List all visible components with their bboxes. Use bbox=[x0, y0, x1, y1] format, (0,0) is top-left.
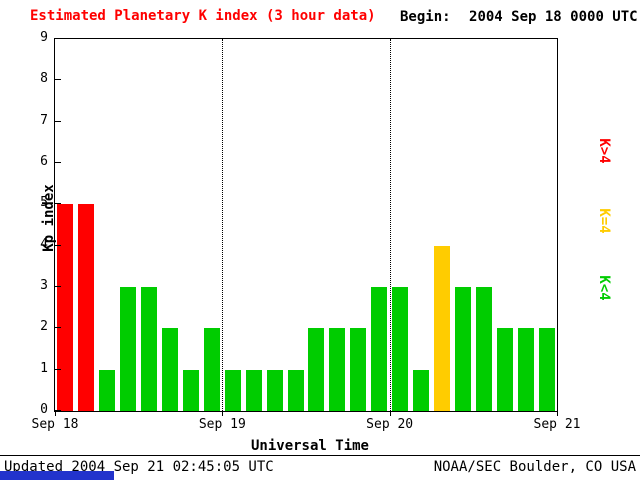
kp-bar bbox=[245, 369, 262, 411]
y-tick-mark bbox=[55, 203, 61, 205]
kp-bar bbox=[182, 369, 199, 411]
y-tick-label: 2 bbox=[40, 319, 48, 335]
kp-bar bbox=[475, 287, 492, 411]
legend-k-lt-4: K<4 bbox=[596, 275, 612, 301]
begin-line: Begin: 2004 Sep 18 0000 UTC bbox=[400, 9, 638, 25]
y-tick-mark bbox=[55, 410, 61, 411]
x-day-label: Sep 19 bbox=[198, 417, 246, 432]
y-tick-mark bbox=[55, 162, 61, 163]
kp-bar bbox=[78, 204, 95, 411]
x-day-label: Sep 20 bbox=[366, 417, 414, 432]
kp-bar bbox=[266, 369, 283, 411]
y-tick-label: 6 bbox=[40, 154, 48, 169]
y-tick-mark bbox=[55, 120, 61, 122]
y-tick-label: 8 bbox=[40, 71, 48, 87]
legend-k-gt-4: K>4 bbox=[596, 138, 612, 164]
blue-strip-artifact bbox=[0, 471, 114, 480]
kp-bar bbox=[517, 328, 534, 411]
x-tick-mark bbox=[389, 411, 391, 416]
y-tick-mark bbox=[55, 327, 61, 329]
kp-bar bbox=[141, 287, 158, 411]
x-tick-mark bbox=[222, 411, 224, 416]
kp-bar bbox=[99, 369, 116, 411]
kp-bar bbox=[371, 287, 388, 411]
x-day-label: Sep 21 bbox=[533, 417, 581, 432]
footer-divider bbox=[0, 455, 640, 456]
chart-title: Estimated Planetary K index (3 hour data… bbox=[30, 8, 376, 24]
kp-bar bbox=[538, 328, 555, 411]
kp-bar bbox=[454, 287, 471, 411]
plot-area bbox=[54, 38, 558, 412]
y-tick-label: 7 bbox=[40, 112, 48, 128]
y-tick-mark bbox=[55, 244, 61, 246]
y-tick-mark bbox=[55, 79, 61, 81]
kp-bar bbox=[308, 328, 325, 411]
credit-text: NOAA/SEC Boulder, CO USA bbox=[433, 459, 636, 475]
x-day-label: Sep 18 bbox=[31, 417, 79, 432]
kp-bar bbox=[57, 204, 74, 411]
kp-bar bbox=[203, 328, 220, 411]
day-boundary-gridline bbox=[389, 39, 391, 411]
y-tick-label: 0 bbox=[40, 402, 48, 417]
x-tick-mark bbox=[557, 411, 558, 416]
kp-bar bbox=[392, 287, 409, 411]
legend-k-eq-4: K=4 bbox=[596, 208, 612, 234]
x-axis-label: Universal Time bbox=[250, 438, 369, 454]
y-tick-label: 9 bbox=[40, 30, 48, 45]
y-tick-label: 4 bbox=[40, 236, 48, 252]
y-tick-label: 5 bbox=[40, 195, 48, 211]
y-tick-mark bbox=[55, 286, 61, 287]
kp-bar bbox=[350, 328, 367, 411]
kp-bar bbox=[287, 369, 304, 411]
kp-bar bbox=[162, 328, 179, 411]
day-boundary-gridline bbox=[222, 39, 224, 411]
y-tick-mark bbox=[55, 38, 61, 39]
x-tick-mark bbox=[55, 411, 56, 416]
begin-value: 2004 Sep 18 0000 UTC bbox=[469, 9, 638, 25]
kp-bar bbox=[496, 328, 513, 411]
kp-bar bbox=[224, 369, 241, 411]
kp-bar bbox=[413, 369, 430, 411]
kp-bar bbox=[329, 328, 346, 411]
kp-bar bbox=[120, 287, 137, 411]
y-tick-label: 3 bbox=[40, 278, 48, 293]
kp-bar bbox=[433, 245, 450, 411]
begin-label: Begin: bbox=[400, 9, 451, 25]
y-tick-label: 1 bbox=[40, 360, 48, 376]
y-tick-mark bbox=[55, 368, 61, 370]
